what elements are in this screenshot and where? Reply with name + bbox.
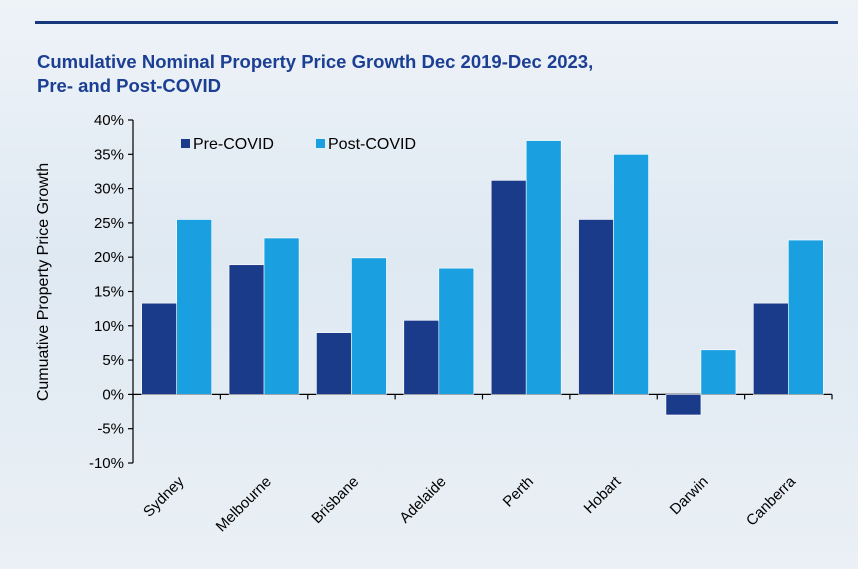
bar-post-covid-adelaide (438, 267, 475, 395)
bar-post-covid-sydney (176, 219, 212, 395)
x-tick-label-darwin: Darwin (667, 473, 712, 518)
legend-swatch-post-covid (316, 139, 325, 148)
y-tick-label: 25% (94, 215, 124, 232)
bar-pre-covid-sydney (141, 302, 177, 395)
legend-label-post-covid: Post-COVID (328, 136, 416, 153)
chart-title: Cumulative Nominal Property Price Growth… (37, 50, 797, 98)
legend-label-pre-covid: Pre-COVID (193, 136, 274, 153)
y-tick-label: -10% (89, 455, 124, 472)
x-tick-label-perth: Perth (500, 473, 537, 510)
bar-pre-covid-darwin (665, 394, 702, 416)
bar-post-covid-hobart (613, 154, 649, 395)
y-tick-label: 10% (94, 318, 124, 335)
bar-pre-covid-canberra (753, 302, 789, 395)
x-tick-label-hobart: Hobart (581, 473, 625, 517)
y-tick-label: 0% (102, 386, 124, 403)
bar-post-covid-canberra (788, 239, 824, 395)
y-tick-label: 5% (102, 352, 124, 369)
bars (141, 140, 824, 416)
bar-pre-covid-adelaide (403, 320, 440, 395)
x-axis (132, 393, 833, 400)
x-tick-label-sydney: Sydney (140, 473, 188, 521)
bar-pre-covid-hobart (578, 219, 614, 395)
x-tick-label-brisbane: Brisbane (308, 473, 362, 527)
legend-swatch-pre-covid (181, 139, 190, 148)
y-tick-label: -5% (97, 421, 124, 438)
legend: Pre-COVID Post-COVID (181, 136, 416, 153)
x-tick-label-canberra: Canberra (743, 473, 800, 530)
chart-title-line-1: Cumulative Nominal Property Price Growth… (37, 51, 594, 72)
y-tick-label: 20% (94, 249, 124, 266)
y-tick-label: 35% (94, 146, 124, 163)
bar-pre-covid-brisbane (316, 332, 352, 395)
bar-post-covid-melbourne (263, 237, 300, 395)
bar-post-covid-brisbane (351, 257, 387, 395)
bar-pre-covid-perth (490, 180, 527, 395)
y-tick-label: 40% (94, 112, 124, 129)
top-rule (35, 21, 838, 24)
y-tick-label: 15% (94, 284, 124, 301)
y-axis: -10% -5% 0% 5% 10% 15% 20% 25% 30% 35% 40% (89, 112, 134, 472)
y-axis-title: Cumuative Property Price Growth (35, 163, 52, 401)
x-tick-label-adelaide: Adelaide (396, 473, 449, 526)
bar-post-covid-darwin (700, 349, 737, 395)
x-tick-labels: Sydney Melbourne Brisbane Adelaide Perth Hoba… (140, 473, 799, 536)
x-tick-label-melbourne: Melbourne (213, 473, 275, 535)
bar-post-covid-perth (525, 140, 562, 395)
y-tick-label: 30% (94, 181, 124, 198)
chart-title-line-2: Pre- and Post-COVID (37, 75, 221, 96)
bar-pre-covid-melbourne (228, 264, 265, 395)
